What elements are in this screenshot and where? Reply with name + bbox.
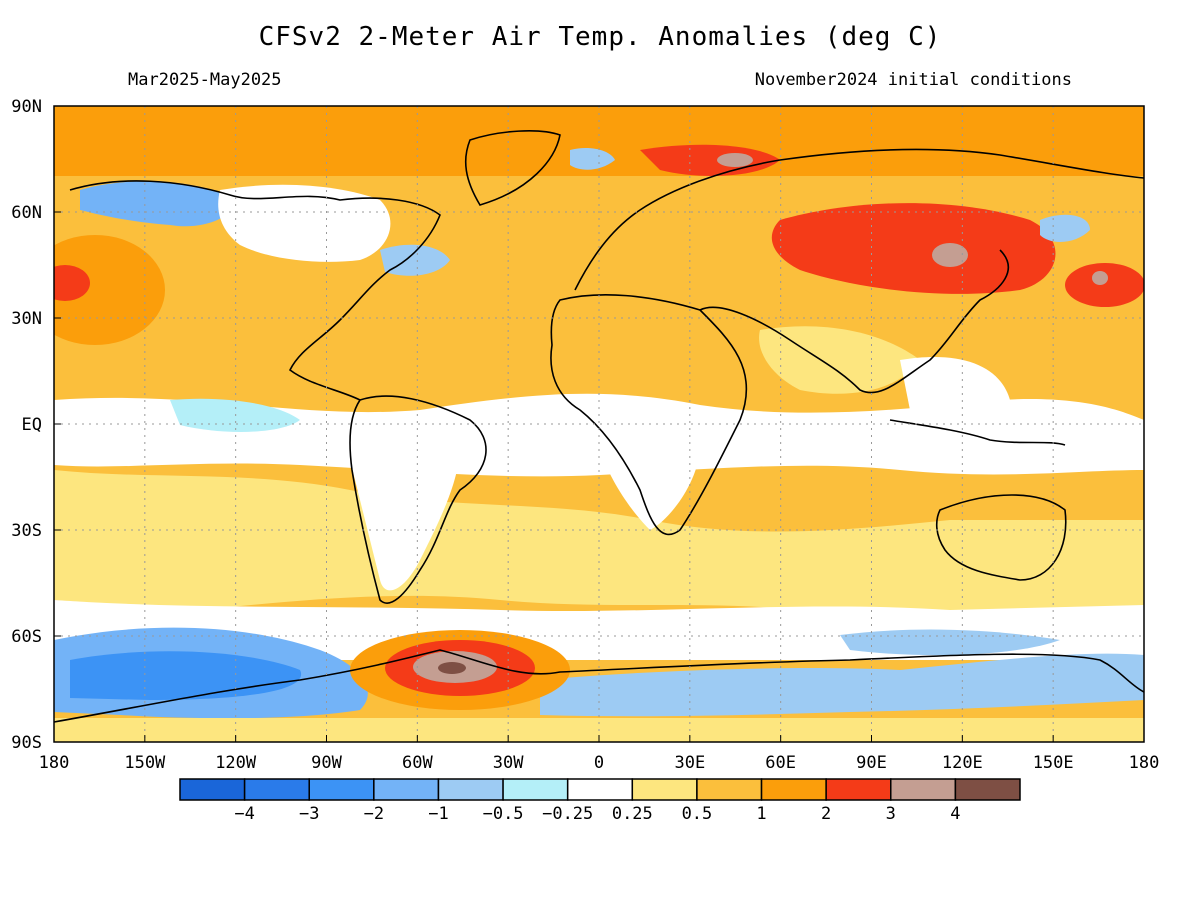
colorbar-swatch (825, 778, 892, 801)
longitude-tick-label: 30W (493, 753, 524, 773)
eurasia-outline (574, 148, 1145, 394)
northeast-cold (380, 244, 450, 276)
greenland-cold (570, 148, 615, 170)
colorbar-swatch (890, 778, 957, 801)
greenland-outline (464, 130, 561, 206)
colorbar-swatch (437, 778, 504, 801)
colorbar-swatch (373, 778, 440, 801)
colorbar-labels: −4 −3 −2 −1 −0.5 −0.25 0.25 0.5 1 2 3 4 (234, 804, 960, 824)
north-pacific-hot (54, 265, 90, 301)
colorbar-label: −1 (428, 804, 448, 824)
colorbar-label: 4 (950, 804, 960, 824)
pacific-peak (1092, 271, 1108, 285)
colorbar-swatch (760, 778, 827, 801)
north-america-outline (69, 180, 441, 401)
colorbar-swatch (696, 778, 763, 801)
siberia-peak (932, 243, 968, 267)
colorbar-swatch (243, 778, 310, 801)
colorbar-label: −3 (299, 804, 319, 824)
colorbar-swatches (179, 778, 1021, 801)
okhotsk-cold (1040, 214, 1090, 242)
latitude-tick-label: 30N (11, 309, 42, 329)
colorbar-label: 0.5 (682, 804, 713, 824)
longitude-tick-label: 30E (674, 753, 705, 773)
colorbar-label: 3 (886, 804, 896, 824)
map-title: CFSv2 2-Meter Air Temp. Anomalies (deg C… (258, 22, 942, 52)
colorbar-label: −4 (234, 804, 254, 824)
colorbar-label: 1 (756, 804, 766, 824)
colorbar-swatch (954, 778, 1021, 801)
colorbar-swatch (179, 778, 246, 801)
colorbar-swatch (631, 778, 698, 801)
weddell-warm-peak (438, 662, 466, 674)
colorbar-swatch (308, 778, 375, 801)
latitude-tick-label: EQ (22, 415, 42, 435)
north-pacific-warm (54, 235, 165, 345)
barents-peak (717, 153, 753, 167)
latitude-tick-label: 60S (11, 627, 42, 647)
antarctica-outline (53, 649, 1145, 723)
graticule (54, 106, 1144, 742)
southeast-asia-neutral (900, 356, 1010, 424)
colorbar-label: −2 (364, 804, 384, 824)
latitude-tick-label: 60N (11, 203, 42, 223)
south-asia-mild (759, 326, 920, 394)
coastlines (53, 130, 1145, 723)
longitude-tick-label: 60W (402, 753, 433, 773)
longitude-tick-label: 90E (856, 753, 887, 773)
longitude-tick-label: 90W (311, 753, 342, 773)
alaska-cold (80, 181, 240, 227)
siberia-hot (771, 203, 1056, 294)
longitude-tick-label: 120E (942, 753, 983, 773)
latitude-tick-label: 30S (11, 521, 42, 541)
colorbar-label: 2 (821, 804, 831, 824)
latitude-tick-label: 90N (11, 97, 42, 117)
latitude-tick-label: 90S (11, 733, 42, 753)
longitude-tick-label: 60E (765, 753, 796, 773)
forecast-period: Mar2025-May2025 (128, 70, 282, 90)
longitude-tick-label: 150W (124, 753, 166, 773)
north-pacific-west-hot (1065, 263, 1144, 307)
longitude-tick-label: 0 (594, 753, 604, 773)
south-america-outline (349, 395, 487, 604)
colorbar-label: −0.25 (542, 804, 593, 824)
latitude-axis: 90N 60N 30N EQ 30S 60S 90S (11, 97, 61, 753)
longitude-tick-label: 180 (39, 753, 70, 773)
africa-neutral (600, 416, 700, 530)
longitude-axis: 180 150W 120W 90W 60W 30W 0 30E 60E 90E 120E 150E 18… (39, 735, 1160, 773)
canada-neutral (218, 184, 391, 262)
colorbar-swatch (566, 778, 634, 801)
scandinavia-hot (640, 144, 780, 176)
longitude-tick-label: 120W (215, 753, 257, 773)
colorbar-swatch (502, 778, 569, 801)
longitude-tick-label: 180 (1129, 753, 1160, 773)
south-america-neutral (350, 413, 460, 591)
initial-conditions: November2024 initial conditions (754, 70, 1072, 90)
colorbar-label: 0.25 (612, 804, 653, 824)
colorbar-label: −0.5 (483, 804, 524, 824)
australia-outline (935, 494, 1067, 581)
longitude-tick-label: 150E (1033, 753, 1074, 773)
antarctic-cold-east (540, 653, 1144, 717)
